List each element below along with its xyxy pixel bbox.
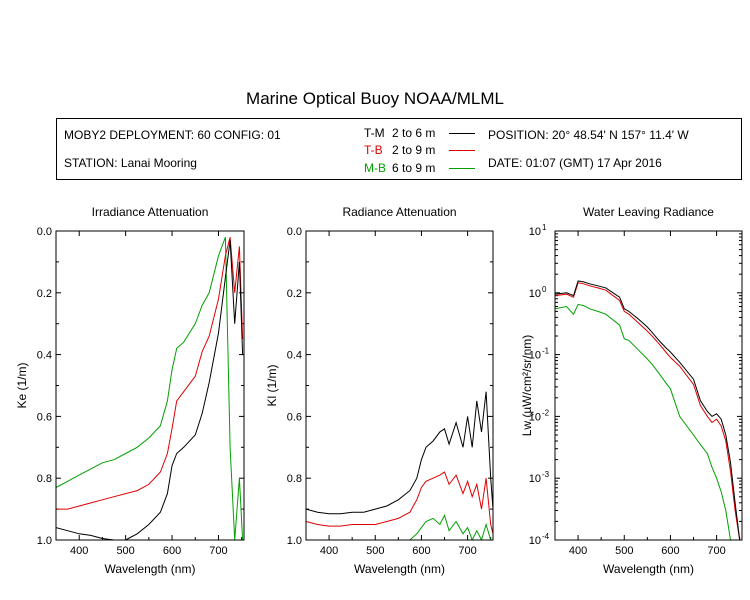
- x-axis-label: Wavelength (nm): [354, 562, 445, 576]
- y-tick-label: 0.0: [287, 226, 302, 238]
- x-tick-label: 600: [661, 545, 679, 557]
- y-tick-label: 1.0: [37, 535, 52, 547]
- y-tick-label: 10: [529, 226, 541, 238]
- series-line-t-m: [56, 240, 244, 540]
- y-tick-exponent: -1: [542, 347, 550, 356]
- date-text: DATE: 01:07 (GMT) 17 Apr 2016: [488, 156, 662, 170]
- legend-range-mb: 6 to 9 m: [392, 161, 436, 175]
- legend-line-mb: [449, 168, 475, 169]
- plot-frame: [55, 230, 245, 541]
- chart-title: Marine Optical Buoy NOAA/MLML: [246, 89, 504, 108]
- y-tick-label: 0.6: [37, 411, 52, 423]
- y-tick-label: 10: [529, 473, 541, 485]
- y-tick-label: 0.8: [37, 473, 52, 485]
- y-tick-label: 0.0: [37, 226, 52, 238]
- legend-name-mb: M-B: [364, 161, 386, 175]
- y-tick-exponent: -3: [542, 470, 550, 479]
- chart-panel-1: Irradiance Attenuation 400 500 600 700 0.0 0.2…: [15, 205, 245, 576]
- deployment-text: MOBY2 DEPLOYMENT: 60 CONFIG: 01: [64, 128, 281, 142]
- x-tick-label: 400: [70, 545, 88, 557]
- y-tick-exponent: 0: [542, 285, 547, 294]
- x-axis-label: Wavelength (nm): [105, 562, 196, 576]
- y-tick-label: 10: [529, 350, 541, 362]
- panel-title: Water Leaving Radiance: [583, 205, 714, 219]
- y-axis-label: Lw (µW/cm²/sr/nm): [520, 335, 534, 437]
- series-line-t-m: [555, 280, 741, 540]
- y-tick-exponent: -4: [542, 532, 550, 541]
- series-line-t-b: [56, 237, 244, 510]
- chart-panel-2: Radiance Attenuation 400 500 600 700 0.0 0.2 0.…: [265, 205, 494, 576]
- station-text: STATION: Lanai Mooring: [64, 156, 197, 170]
- y-tick-exponent: -2: [542, 408, 550, 417]
- x-tick-label: 600: [163, 545, 181, 557]
- series-line-m-b: [306, 513, 493, 540]
- legend-range-tb: 2 to 9 m: [392, 143, 436, 157]
- y-tick-label: 0.4: [37, 350, 52, 362]
- x-tick-label: 500: [366, 545, 384, 557]
- y-tick-label: 0.6: [287, 411, 302, 423]
- y-tick-label: 10: [529, 535, 541, 547]
- series-line-m-b: [555, 303, 740, 540]
- legend-range-tm: 2 to 6 m: [392, 126, 436, 140]
- y-tick-label: 0.2: [37, 288, 52, 300]
- info-box: MOBY2 DEPLOYMENT: 60 CONFIG: 01 STATION:…: [56, 118, 742, 180]
- x-tick-label: 400: [320, 545, 338, 557]
- x-tick-label: 400: [569, 545, 587, 557]
- position-text: POSITION: 20° 48.54' N 157° 11.4' W: [488, 128, 689, 142]
- x-tick-label: 500: [615, 545, 633, 557]
- legend-name-tb: T-B: [364, 143, 383, 157]
- y-tick-label: 10: [529, 411, 541, 423]
- series-line-m-b: [56, 237, 244, 540]
- legend-name-tm: T-M: [364, 126, 385, 140]
- y-tick-label: 0.4: [287, 350, 302, 362]
- x-tick-label: 500: [116, 545, 134, 557]
- panel-title: Radiance Attenuation: [342, 205, 456, 219]
- y-tick-exponent: 1: [542, 223, 547, 232]
- legend-line-tb: [449, 150, 475, 151]
- legend-line-tm: [449, 133, 475, 134]
- y-tick-label: 1.0: [287, 535, 302, 547]
- panel-title: Irradiance Attenuation: [92, 205, 209, 219]
- x-tick-label: 700: [458, 545, 476, 557]
- x-axis-label: Wavelength (nm): [603, 562, 694, 576]
- series-line-t-m: [306, 391, 493, 515]
- y-axis-label: Ke (1/m): [15, 362, 29, 408]
- x-tick-label: 600: [412, 545, 430, 557]
- x-tick-label: 700: [209, 545, 227, 557]
- series-line-t-b: [306, 471, 493, 534]
- plot-frame: [554, 230, 743, 541]
- y-axis-label: Kl (1/m): [265, 364, 279, 406]
- y-tick-label: 0.2: [287, 288, 302, 300]
- x-tick-label: 700: [707, 545, 725, 557]
- y-tick-label: 0.8: [287, 473, 302, 485]
- plot-frame: [305, 230, 494, 541]
- y-tick-label: 10: [529, 288, 541, 300]
- series-line-t-b: [555, 282, 741, 540]
